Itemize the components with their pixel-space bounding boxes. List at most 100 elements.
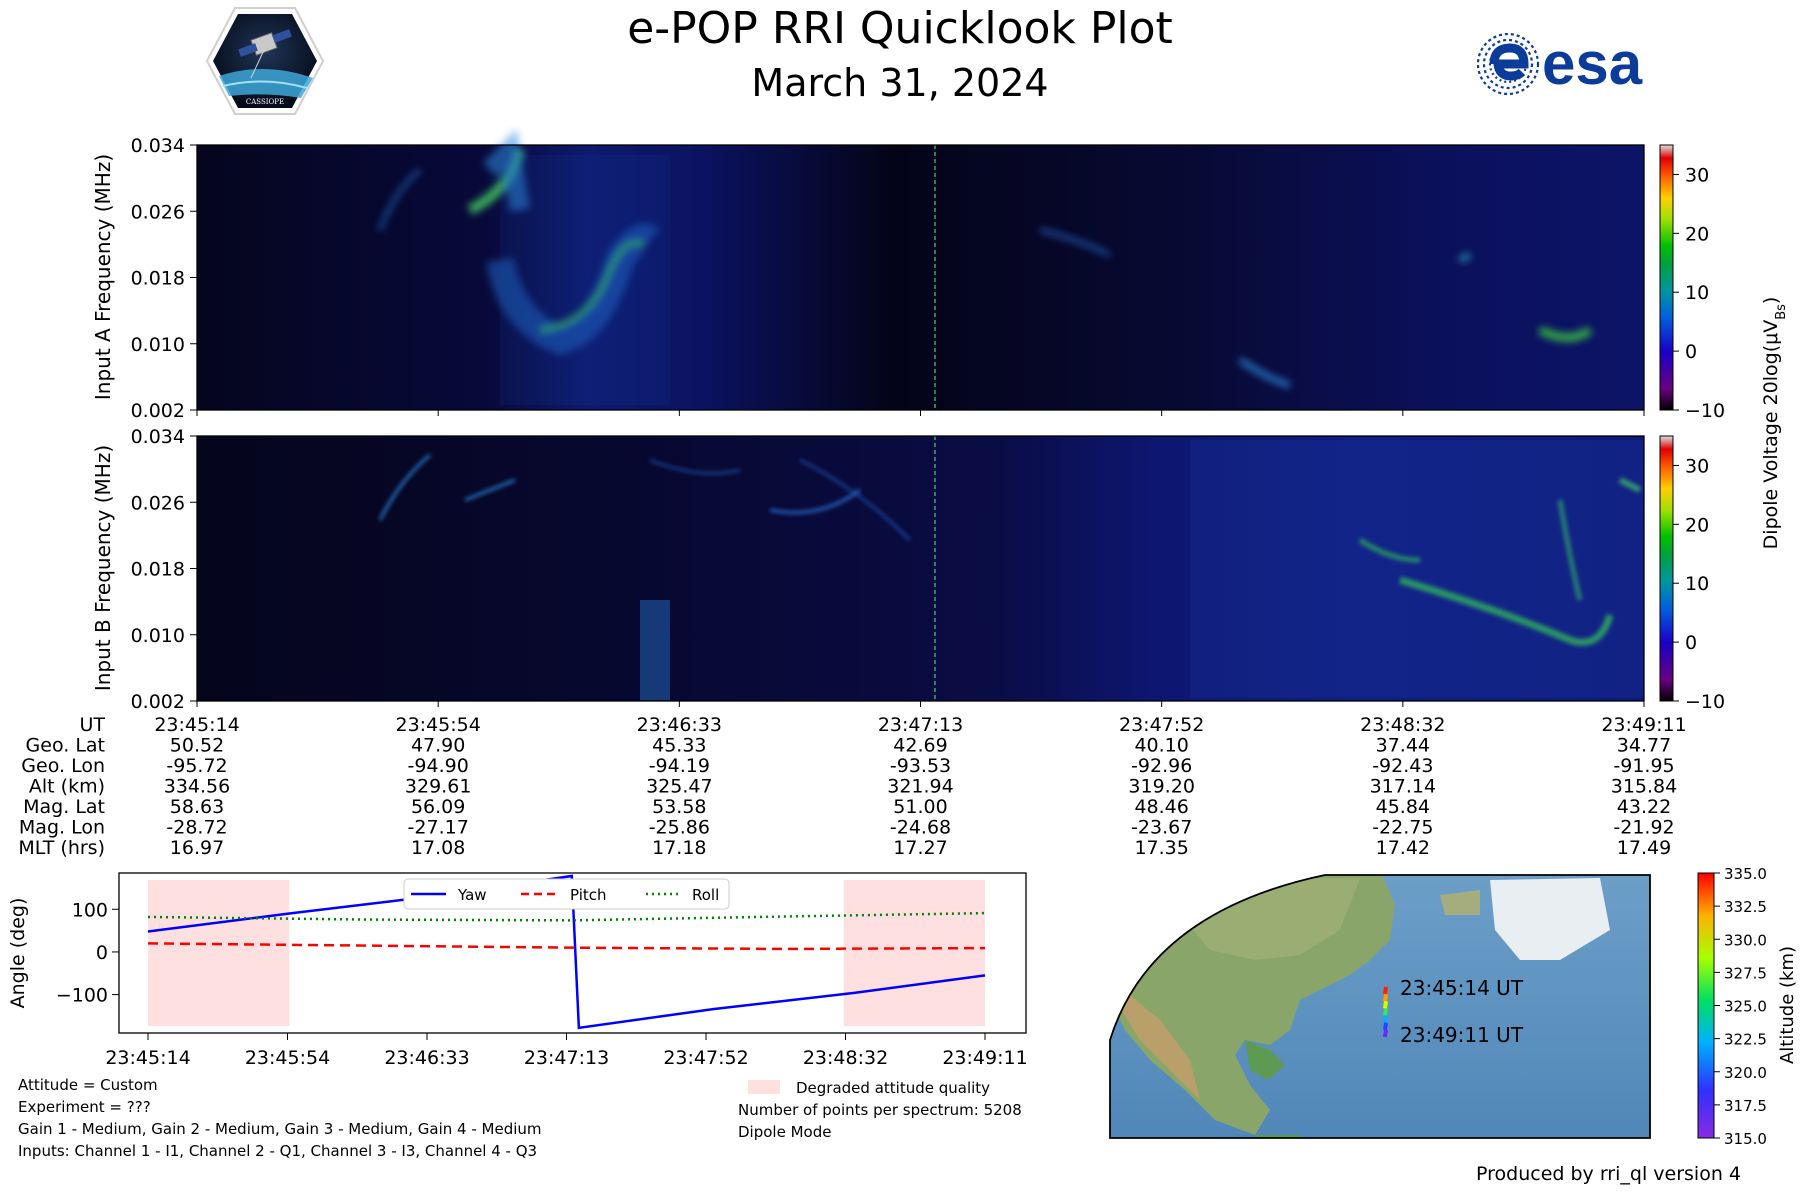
ephemeris-cell: 34.77 [1617, 735, 1671, 757]
plot-title: e-POP RRI Quicklook Plot [627, 3, 1173, 54]
dipole-mode: Dipole Mode [738, 1123, 832, 1141]
time-tick-label: 23:48:32 [803, 1047, 888, 1069]
track-segment [1383, 993, 1388, 1002]
spectrogram-input-b: Input B Frequency (MHz) [91, 435, 1645, 702]
freq-tick-label: 0.026 [131, 201, 185, 223]
track-segment [1383, 986, 1388, 995]
ephemeris-row-label: Geo. Lon [21, 755, 105, 777]
cassiope-logo-text: CASSIOPE [246, 98, 284, 106]
ephemeris-cell: 58.63 [170, 796, 224, 818]
ephemeris-cell: 17.27 [893, 837, 947, 859]
colorbar-tick-label: 10 [1685, 282, 1709, 304]
ephemeris-cell: 23:46:33 [637, 714, 722, 736]
spectrogram-frequency-ticks: 0.034 0.026 0.018 0.010 0.002 0.034 0.026 0.018… [131, 135, 197, 713]
ephemeris-cell: 317.14 [1370, 776, 1436, 798]
plot-date: March 31, 2024 [751, 61, 1048, 105]
angle-tick-label: −100 [56, 985, 108, 1007]
ephemeris-cell: 23:47:52 [1119, 714, 1204, 736]
ephemeris-cell: -25.86 [649, 817, 710, 839]
ephemeris-row-label: Geo. Lat [26, 735, 105, 757]
altitude-colorbar-ticks: 335.0 332.5 330.0 327.5 325.0 322.5 320.0 317.5… [1714, 865, 1767, 1148]
ephemeris-cell: 329.61 [405, 776, 471, 798]
ephemeris-cell: -92.43 [1372, 755, 1433, 777]
freq-tick-label: 0.002 [131, 691, 185, 713]
altitude-tick-label: 325.0 [1724, 998, 1767, 1016]
ephemeris-cell: 42.69 [893, 735, 947, 757]
colorbar-tick-label: 30 [1685, 455, 1709, 477]
colorbar-ticks: 30 20 10 0 −10 30 20 10 0 −10 [1673, 164, 1725, 713]
ephemeris-row-label: Alt (km) [29, 776, 105, 798]
altitude-tick-label: 317.5 [1724, 1097, 1767, 1115]
series-roll [147, 911, 986, 922]
ephemeris-cell: 17.35 [1134, 837, 1188, 859]
ephemeris-cell: 37.44 [1376, 735, 1430, 757]
ephemeris-cell: 23:45:14 [154, 714, 239, 736]
series-pitch [147, 942, 986, 951]
ephemeris-row-label: MLT (hrs) [18, 837, 105, 859]
time-tick-label: 23:45:14 [105, 1047, 190, 1069]
series-yaw [147, 874, 986, 1030]
track-start-label: 23:45:14 UT [1400, 976, 1524, 1000]
legend-yaw: Yaw [457, 886, 487, 904]
ephemeris-cell: 17.18 [652, 837, 706, 859]
ephemeris-cell: 48.46 [1134, 796, 1188, 818]
attitude-series [147, 874, 986, 1030]
colorbar-tick-label: 0 [1685, 632, 1697, 654]
freq-tick-label: 0.010 [131, 334, 185, 356]
ephemeris-cell: 45.84 [1376, 796, 1430, 818]
ephemeris-cell: 51.00 [893, 796, 947, 818]
gains: Gain 1 - Medium, Gain 2 - Medium, Gain 3… [18, 1120, 542, 1138]
colorbar-label-main: Dipole Voltage 20log(μV [1760, 320, 1782, 550]
ephemeris-cell: -24.68 [890, 817, 951, 839]
time-tick-label: 23:49:11 [942, 1047, 1027, 1069]
ephemeris-cell: 16.97 [170, 837, 224, 859]
ephemeris-cell: 23:48:32 [1360, 714, 1445, 736]
attitude-plot: 100 0 −100 23:45:14 23:45:54 23:46:33 23:47:13… [7, 872, 1028, 1069]
produced-by: Produced by rri_ql version 4 [1476, 1163, 1741, 1185]
ephemeris-row-label: Mag. Lon [19, 817, 105, 839]
altitude-tick-label: 332.5 [1724, 898, 1767, 916]
colorbar-label: Dipole Voltage 20log(μVBs) [1760, 297, 1789, 550]
colorbar-tick-label: −10 [1685, 400, 1725, 422]
track-segment [1383, 1022, 1388, 1031]
track-segment [1383, 1015, 1388, 1023]
track-end-label: 23:49:11 UT [1400, 1023, 1524, 1047]
ephemeris-cell: 56.09 [411, 796, 465, 818]
ephemeris-cell: 321.94 [887, 776, 953, 798]
freq-tick-label: 0.018 [131, 559, 185, 581]
ephemeris-cell: 17.42 [1376, 837, 1430, 859]
freq-tick-label: 0.010 [131, 625, 185, 647]
ephemeris-cell: 40.10 [1134, 735, 1188, 757]
time-tick-label: 23:47:52 [663, 1047, 748, 1069]
ephemeris-cell: -28.72 [166, 817, 227, 839]
time-tick-label: 23:45:54 [245, 1047, 330, 1069]
track-segment [1383, 1001, 1388, 1009]
colorbar-tick-label: 30 [1685, 164, 1709, 186]
degraded-interval [148, 880, 290, 1026]
freq-tick-label: 0.034 [131, 426, 185, 448]
colorbar-tick-label: 20 [1685, 514, 1709, 536]
track-segment [1383, 1029, 1388, 1038]
ephemeris-cell: -95.72 [166, 755, 227, 777]
degraded-interval [843, 880, 985, 1026]
ephemeris-cell: 23:49:11 [1601, 714, 1686, 736]
points-per-spectrum: Number of points per spectrum: 5208 [738, 1101, 1022, 1119]
altitude-tick-label: 322.5 [1724, 1031, 1767, 1049]
ephemeris-cell: 17.08 [411, 837, 465, 859]
ephemeris-cell: 53.58 [652, 796, 706, 818]
colorbar-b [1659, 435, 1674, 702]
attitude-mode: Attitude = Custom [18, 1076, 158, 1094]
ground-track-map: 23:45:14 UT 23:49:11 UT 335.0332.5330.03… [1109, 865, 1798, 1148]
attitude-axis-ticks: 100 0 −100 23:45:14 23:45:54 23:46:33 23:47:13… [56, 899, 1028, 1069]
ephemeris-cell: 319.20 [1128, 776, 1194, 798]
altitude-tick-label: 320.0 [1724, 1064, 1767, 1082]
colorbar-tick-label: 10 [1685, 573, 1709, 595]
legend-pitch: Pitch [570, 886, 607, 904]
freq-tick-label: 0.018 [131, 268, 185, 290]
degraded-legend-label: Degraded attitude quality [796, 1079, 991, 1097]
freq-tick-label: 0.034 [131, 135, 185, 157]
colorbar-a [1659, 144, 1674, 411]
ephemeris-cell: 23:45:54 [395, 714, 480, 736]
ephemeris-cell: -27.17 [408, 817, 469, 839]
ephemeris-cell: 43.22 [1617, 796, 1671, 818]
